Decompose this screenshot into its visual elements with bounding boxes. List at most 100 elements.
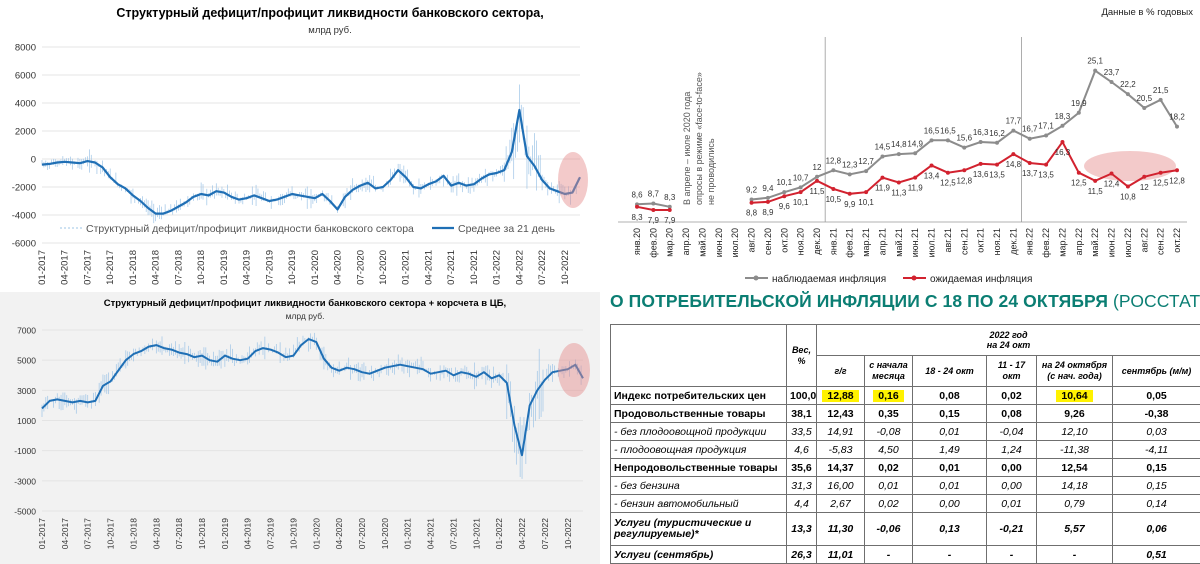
y-tick-label: 2000 [15, 127, 36, 138]
table-cell: 0,06 [1111, 512, 1200, 546]
x-tick-label: 01-2021 [403, 518, 413, 549]
y-tick-label: 8000 [15, 43, 36, 54]
x-tick-label: 07-2019 [266, 518, 276, 549]
table-cell: -4,11 [1111, 440, 1200, 459]
y-tick-label: 5000 [17, 356, 36, 366]
y-tick-label: -3000 [14, 476, 36, 486]
x-tick-label: сен.22 [1156, 228, 1166, 255]
table-cell: 0,08 [912, 386, 987, 405]
expected-value-label: 10,1 [793, 198, 809, 207]
x-tick-label: янв.22 [1025, 228, 1035, 255]
expected-value-label: 8,3 [631, 213, 643, 222]
expected-value-label: 8,8 [746, 209, 758, 218]
highlighted-value: 12,88 [822, 389, 859, 402]
x-tick-label: 10-2021 [469, 250, 480, 285]
table-cell: 1,49 [912, 440, 987, 459]
year-dividers [618, 37, 1187, 223]
x-tick-label: 10-2017 [106, 518, 116, 549]
inflation-chart: Данные в % годовых В апреле – июле 2020 … [618, 7, 1193, 285]
expected-value-label: 11,5 [1088, 187, 1104, 196]
table-cell: 13,3 [786, 512, 817, 546]
highlighted-value: 0,16 [873, 389, 904, 402]
table-cell: 1,24 [986, 440, 1037, 459]
x-tick-label: дек.21 [1008, 228, 1018, 255]
expected-point [831, 186, 836, 191]
table-cell: 0,15 [1111, 458, 1200, 477]
liquidity-chart-panel: Структурный дефицит/профицит ликвидности… [0, 0, 600, 292]
table-row: Услуги (сентябрь) 26,3 11,01- - - -0,51 [610, 545, 1200, 564]
highlight-circle [558, 152, 588, 208]
liquidity-corr-line [41, 338, 584, 457]
y-tick-label: 3000 [17, 386, 36, 396]
expected-point [651, 208, 656, 212]
table-cell: 0,15 [912, 404, 987, 423]
observed-point [913, 151, 918, 156]
expected-value-label: 13,5 [989, 171, 1005, 180]
observed-point [798, 185, 803, 190]
y-tick-label: 1000 [17, 416, 36, 426]
table-cell: - [986, 545, 1037, 564]
table-cell: 4,6 [786, 440, 817, 459]
observed-point [929, 138, 934, 143]
x-tick-label: 04-2021 [426, 518, 436, 549]
header-group-line1: 2022 год [989, 330, 1028, 340]
table-cell: 11,30 [816, 512, 865, 546]
table-cell: -0,06 [864, 512, 913, 546]
observed-value-label: 14,9 [907, 139, 923, 148]
table-cell: -0,04 [986, 422, 1037, 441]
table-row: - без плодоовощной продукции 33,5 14,91 -0,… [610, 422, 1200, 441]
header-group-line2: на 24 окт [986, 340, 1031, 350]
observed-value-label: 19,9 [1071, 99, 1087, 108]
x-tick-label: фев.21 [845, 228, 855, 258]
observed-point [962, 145, 967, 150]
table-cell: 100,0 [786, 386, 817, 405]
table-cell: 4,4 [786, 494, 817, 513]
observed-point [782, 190, 787, 195]
x-tick-label: июл.20 [730, 228, 740, 257]
y-axis: 8000 6000 4000 2000 0 -2000 -4000 -6000 [12, 43, 36, 250]
expected-point [896, 180, 901, 185]
header-week2: 11 - 17 окт [986, 355, 1037, 387]
x-tick-label: мар.20 [665, 228, 675, 257]
observed-value-label: 25,1 [1087, 57, 1103, 66]
table-cell: 2,67 [816, 494, 865, 513]
expected-point [1158, 170, 1163, 175]
gridlines [42, 329, 583, 512]
table-cell: 0,01 [864, 476, 913, 495]
observed-point [1060, 123, 1065, 128]
daily-series [41, 332, 582, 479]
observed-point [765, 195, 770, 200]
observed-value-label: 16,5 [940, 126, 956, 135]
y-axis: 7000 5000 3000 1000 -1000 -3000 -5000 [14, 326, 36, 517]
x-tick-label: 07-2020 [355, 250, 366, 285]
x-tick-label: ноя.21 [992, 228, 1002, 255]
chart-title: Структурный дефицит/профицит ликвидности… [104, 298, 506, 309]
legend-label-avg: Среднее за 21 день [458, 223, 555, 235]
expected-value-label: 11,9 [875, 184, 891, 193]
expected-value-label: 13,6 [973, 170, 989, 179]
x-tick-label: 04-2020 [334, 518, 344, 549]
observed-value-label: 8,6 [631, 190, 643, 199]
expected-value-label: 11,5 [810, 187, 826, 196]
x-tick-label: 01-2022 [492, 250, 503, 285]
table-cell: - [864, 545, 913, 564]
x-tick-label: мар.22 [1057, 228, 1067, 257]
y-tick-label: -4000 [12, 211, 36, 222]
expected-point [1076, 170, 1081, 175]
expected-point [815, 178, 819, 183]
table-cell: 31,3 [786, 476, 817, 495]
table-cell: 0,02 [986, 386, 1037, 405]
row-label: Индекс потребительских цен [610, 386, 787, 405]
legend-label-observed: наблюдаемая инфляция [772, 273, 886, 285]
expected-value-label: 14,8 [1006, 160, 1022, 169]
expected-point [929, 163, 934, 168]
row-label: - без плодоовощной продукции [610, 422, 787, 441]
x-tick-label: 04-2017 [60, 250, 71, 285]
observed-point [749, 197, 754, 202]
expected-point [978, 161, 983, 166]
observed-point [1175, 124, 1179, 129]
table-cell: 0,51 [1111, 545, 1200, 564]
chart-subtitle: млрд руб. [286, 311, 325, 321]
legend-marker-observed [753, 275, 759, 281]
table-cell: 0,01 [912, 458, 987, 477]
